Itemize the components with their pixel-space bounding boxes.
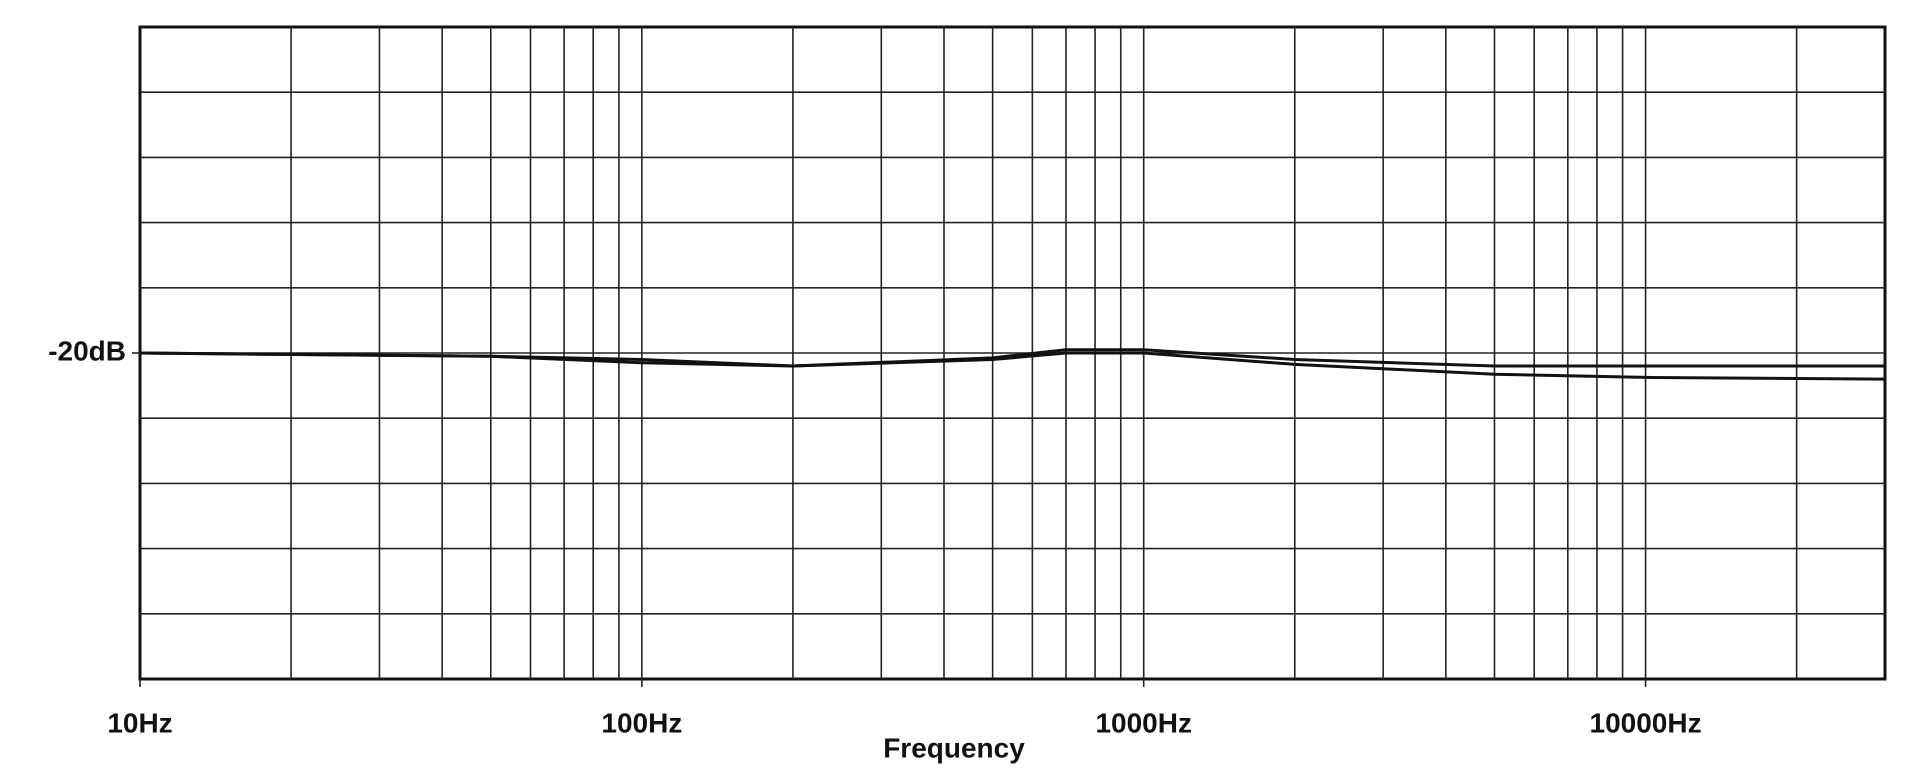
y-tick-label: -20dB xyxy=(48,335,126,366)
x-axis-label: Frequency xyxy=(883,732,1025,763)
response-line xyxy=(139,348,1885,368)
x-tick-label: 1000Hz xyxy=(1095,707,1192,738)
x-tick-label: 10Hz xyxy=(107,707,172,738)
response-line xyxy=(139,351,1886,381)
x-tick-label: 10000Hz xyxy=(1590,707,1702,738)
x-tick-label: 100Hz xyxy=(601,707,682,738)
